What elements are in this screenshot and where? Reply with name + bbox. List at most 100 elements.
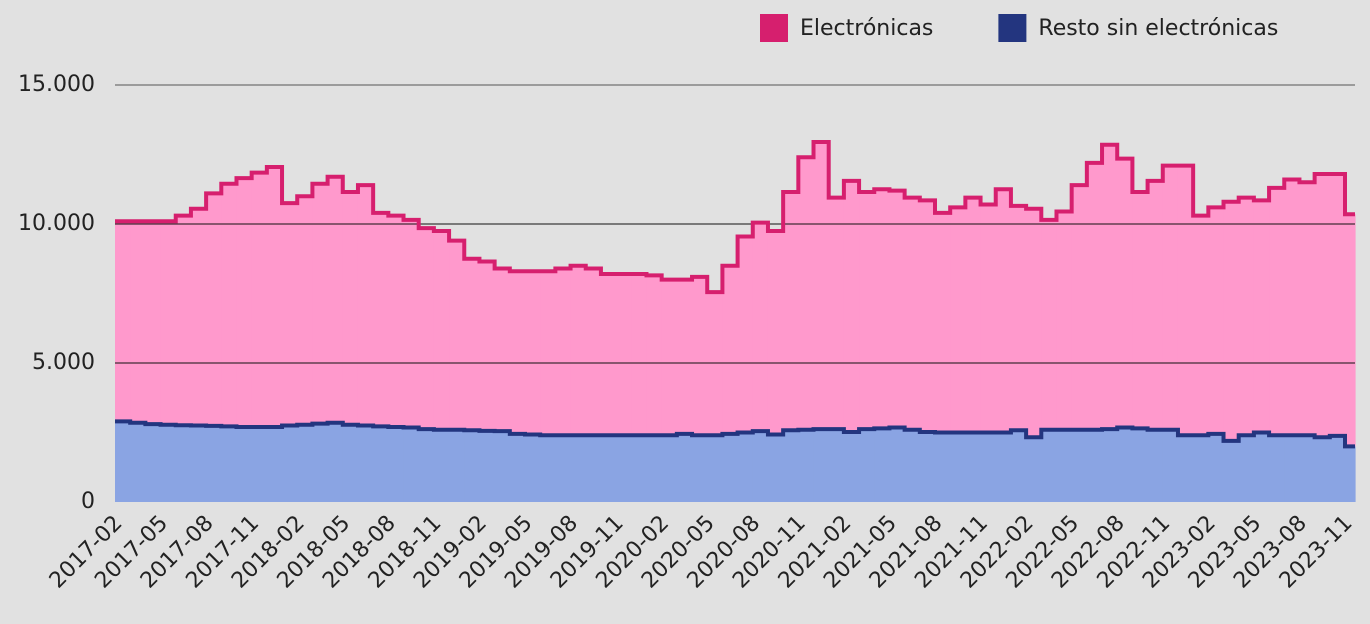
area-segment [1345, 446, 1356, 502]
area-segment [1269, 435, 1285, 502]
area-segment [175, 215, 192, 426]
y-tick-label: 10.000 [18, 211, 95, 236]
area-segment [403, 219, 420, 428]
area-segment [1056, 211, 1073, 430]
legend-swatch [760, 14, 788, 42]
area-segment [464, 258, 481, 431]
area-segment [433, 230, 450, 430]
area-segment [1299, 435, 1316, 502]
area-segment [1314, 437, 1331, 502]
area-segment [175, 425, 192, 502]
step-line [115, 419, 1355, 449]
area-segment [282, 425, 298, 502]
area-segment [540, 435, 556, 502]
area-segment [1284, 435, 1301, 502]
area-segment [357, 185, 374, 426]
area-segment [1177, 435, 1194, 502]
area-segment [570, 435, 587, 502]
area-segment [1238, 435, 1255, 502]
area-segment [585, 268, 602, 436]
area-segment [767, 434, 784, 502]
area-segment [1299, 182, 1316, 436]
area-segment [798, 157, 815, 430]
area-segment [950, 207, 966, 433]
area-segment [692, 435, 708, 502]
area-segment [813, 141, 830, 430]
area-segment [1010, 205, 1027, 431]
area-segment [266, 426, 283, 502]
legend-label: Resto sin electrónicas [1038, 16, 1278, 41]
area-segment [1162, 165, 1179, 430]
area-segment [828, 429, 845, 502]
area-segment [251, 172, 268, 427]
area-segment [555, 435, 572, 502]
area-segment [616, 435, 632, 502]
area-segment [555, 268, 572, 436]
area-segment [312, 183, 329, 424]
area-segment [509, 271, 526, 434]
area-segment [160, 424, 177, 502]
area-segment [464, 430, 481, 502]
area-segment [874, 189, 891, 429]
area-segment [449, 429, 465, 502]
area-segment [525, 271, 541, 435]
area-segment [190, 208, 207, 426]
area-segment [737, 432, 754, 502]
area-segment [297, 196, 314, 425]
area-segment [1102, 429, 1118, 502]
area-segment [1041, 429, 1058, 502]
area-segment [1041, 219, 1058, 430]
area-segment [297, 424, 314, 502]
area-segment [236, 426, 253, 502]
area-segment [1329, 435, 1346, 502]
area-segment [995, 189, 1012, 433]
area-segment [904, 197, 921, 430]
area-segment [130, 422, 146, 502]
area-segment [722, 433, 739, 502]
area-segment [1132, 428, 1149, 502]
area-segment [585, 435, 602, 502]
area-segment [1086, 429, 1103, 502]
area-segment [1117, 427, 1134, 502]
area-segment [767, 230, 784, 435]
area-segment [600, 274, 617, 436]
area-segment [1193, 435, 1209, 502]
area-segment [494, 431, 511, 502]
area-segment [327, 176, 344, 423]
area-segment [1284, 179, 1301, 436]
area-segment [752, 222, 769, 432]
area-segment [1071, 429, 1088, 502]
area-segment [1026, 437, 1042, 502]
area-segment [1086, 162, 1103, 430]
area-segment [631, 274, 648, 436]
legend-label: Electrónicas [800, 16, 933, 41]
area-segment [676, 279, 693, 434]
area-segment [600, 435, 617, 502]
area-segment [342, 424, 359, 502]
y-tick-label: 5.000 [32, 350, 95, 375]
area-segment [1314, 173, 1331, 438]
area-segment [919, 200, 936, 432]
area-segment [707, 435, 724, 502]
area-segment [965, 432, 982, 502]
area-segment [1223, 440, 1240, 502]
area-segment [980, 432, 997, 502]
area-segment [1223, 201, 1240, 441]
area-segment [859, 429, 875, 502]
area-segment [403, 427, 420, 502]
area-segment [828, 197, 845, 430]
area-segment [206, 425, 222, 502]
area-segment [692, 276, 708, 436]
area-segment [1177, 165, 1194, 436]
area-segment [115, 221, 131, 422]
area-segment [145, 424, 162, 502]
area-segment [418, 228, 435, 430]
area-segment [1193, 215, 1209, 436]
area-segment [661, 279, 678, 436]
area-segment [1102, 144, 1118, 430]
area-segment [1238, 197, 1255, 436]
area-segment [1071, 185, 1088, 430]
area-segment [236, 178, 253, 427]
area-segment [388, 426, 405, 502]
